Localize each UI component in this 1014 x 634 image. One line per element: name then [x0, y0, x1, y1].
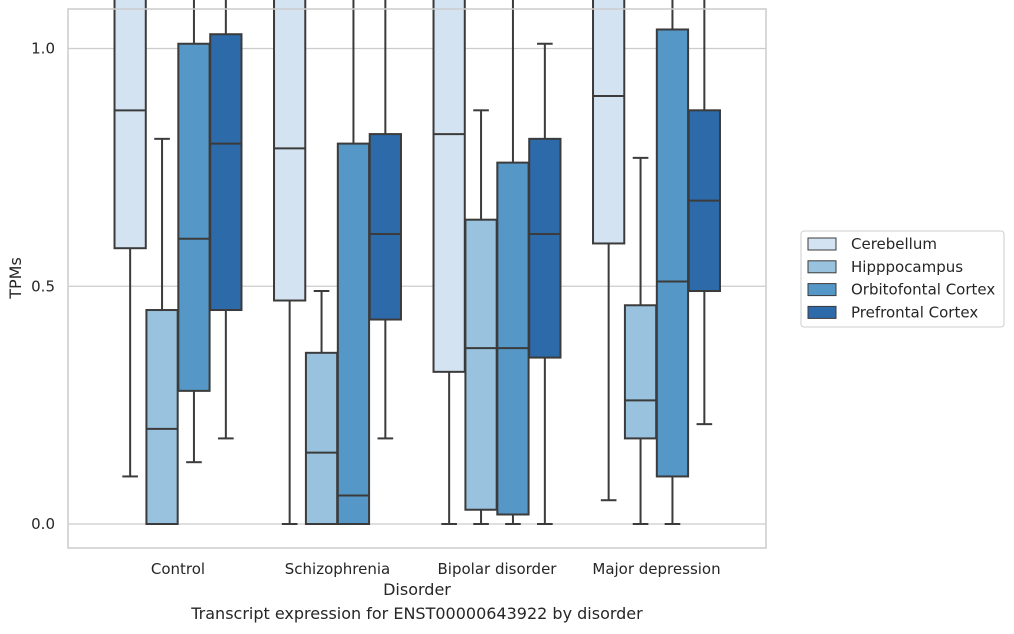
legend-label: Hipppocampus	[851, 258, 963, 276]
x-tick-label: Major depression	[592, 560, 720, 578]
box-layer	[113, 0, 721, 525]
legend-items: Cerebellum Hipppocampus Orbitofontal Corte…	[807, 235, 995, 321]
box-body	[273, 0, 307, 302]
y-tick-labels: 0.00.51.01.52.0	[31, 40, 55, 534]
box-body	[177, 42, 211, 392]
box-3-1	[368, 0, 402, 440]
box-body	[655, 28, 690, 478]
box-body	[113, 0, 147, 250]
box-3-3	[687, 0, 721, 426]
box-body	[304, 351, 339, 525]
x-tick-label: Bipolar disorder	[438, 560, 558, 578]
legend-swatch	[807, 260, 837, 274]
box-body	[623, 304, 658, 440]
x-tick-label: Control	[151, 560, 205, 578]
box-1-3	[623, 156, 658, 525]
box-3-0	[209, 0, 243, 440]
box-body	[336, 142, 371, 525]
box-body	[368, 133, 402, 321]
y-tick-label: 1.0	[31, 40, 55, 58]
box-0-0	[113, 0, 147, 478]
legend-label: Orbitofontal Cortex	[851, 281, 995, 299]
box-body	[209, 33, 243, 312]
box-1-2	[464, 109, 498, 525]
box-0-1	[273, 0, 307, 525]
box-2-1	[336, 0, 371, 525]
box-body	[464, 218, 498, 511]
legend-swatch	[807, 283, 837, 297]
box-1-0	[145, 137, 179, 525]
x-tick-label: Schizophrenia	[285, 560, 390, 578]
box-0-3	[592, 0, 626, 502]
y-axis-label: TPMs	[6, 257, 25, 300]
y-tick-label: 0.0	[31, 515, 55, 533]
box-2-0	[177, 0, 211, 464]
legend-swatch	[807, 237, 837, 251]
legend-label: Prefrontal Cortex	[851, 303, 978, 321]
legend-swatch	[807, 305, 837, 319]
legend: Cerebellum Hipppocampus Orbitofontal Corte…	[800, 230, 1005, 328]
y-tick-label: 0.5	[31, 277, 55, 295]
legend-frame	[800, 230, 1005, 328]
box-body	[592, 0, 626, 245]
box-2-3	[655, 0, 690, 525]
box-body	[496, 161, 530, 516]
box-body	[432, 0, 466, 373]
figure-caption: Transcript expression for ENST0000064392…	[191, 604, 643, 623]
x-tick-labels: Control Schizophrenia Bipolar disorder Majo…	[151, 560, 721, 578]
legend-label: Cerebellum	[851, 235, 937, 253]
box-3-2	[528, 42, 562, 525]
box-0-2	[432, 0, 466, 525]
box-2-2	[496, 0, 530, 525]
box-body	[145, 309, 179, 525]
box-1-1	[304, 290, 339, 525]
box-body	[528, 137, 562, 359]
plot-frame	[67, 8, 767, 549]
x-axis-label: Disorder	[383, 580, 451, 599]
